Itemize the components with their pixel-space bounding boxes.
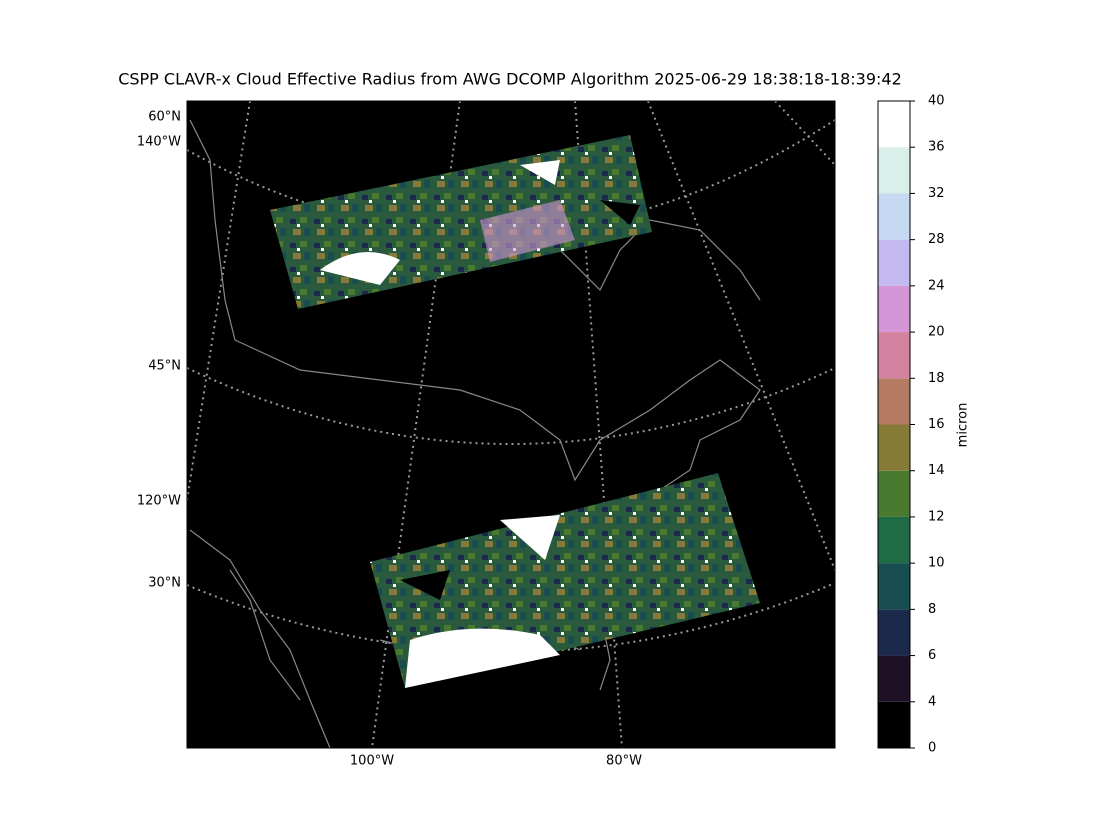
colorbar-tick-label: 6 — [928, 648, 936, 663]
colorbar-segment — [878, 239, 910, 286]
colorbar-segment — [878, 147, 910, 194]
colorbar-segment — [878, 378, 910, 425]
colorbar-tick-label: 28 — [928, 232, 945, 247]
cloud-patch — [480, 200, 575, 262]
coastline — [559, 219, 761, 301]
colorbar-tick-label: 16 — [928, 417, 945, 432]
colorbar-segment — [878, 101, 910, 148]
colorbar-tick-label: 8 — [928, 602, 936, 617]
lon-label: 100°W — [350, 754, 394, 769]
colorbar-segment — [878, 563, 910, 610]
lat-lon-label: 140°W — [137, 135, 181, 150]
map-labels: 60°N 140°W 45°N 120°W 30°N 100°W 80°W — [137, 110, 642, 769]
graticule — [186, 582, 836, 653]
lat-lon-label: 45°N — [148, 359, 181, 374]
coastline — [229, 569, 301, 701]
colorbar-tick-label: 0 — [928, 741, 936, 756]
colorbar-tick-label: 4 — [928, 694, 936, 709]
lat-lon-label: 30°N — [148, 576, 181, 591]
colorbar-tick-label: 14 — [928, 463, 945, 478]
colorbar-tick-label: 36 — [928, 140, 945, 155]
colorbar-segment — [878, 193, 910, 240]
colorbar-segment — [878, 655, 910, 702]
graticule — [647, 100, 836, 571]
colorbar-segment — [878, 701, 910, 748]
colorbar-tick-label: 40 — [928, 94, 945, 109]
colorbar: 0 4 6 8 10 12 14 16 18 20 24 28 32 36 40 micron — [877, 94, 971, 756]
colorbar-segment — [878, 516, 910, 564]
lon-label: 80°W — [606, 754, 642, 769]
graticule — [186, 100, 251, 501]
lat-lon-label: 60°N — [148, 110, 181, 125]
colorbar-segment — [878, 285, 910, 333]
colorbar-label: micron — [956, 403, 971, 448]
graticule — [774, 100, 836, 166]
title: CSPP CLAVR-x Cloud Effective Radius from… — [118, 70, 902, 89]
cloud-patch — [320, 160, 560, 688]
colorbar-segment — [878, 332, 910, 379]
lat-lon-label: 120°W — [137, 494, 181, 509]
map — [186, 100, 836, 749]
map-frame — [186, 100, 836, 749]
colorbar-segment — [878, 470, 910, 517]
colorbar-tick-label: 20 — [928, 325, 945, 340]
graticule — [186, 367, 836, 445]
colorbar-segment — [878, 609, 910, 656]
colorbar-tick-label: 18 — [928, 371, 945, 386]
colorbar-tick-label: 32 — [928, 186, 945, 201]
colorbar-tick-label: 24 — [928, 278, 945, 293]
colorbar-tick-label: 10 — [928, 556, 945, 571]
coastline — [189, 529, 331, 749]
colorbar-tick-label: 12 — [928, 509, 945, 524]
colorbar-segment — [878, 424, 910, 471]
